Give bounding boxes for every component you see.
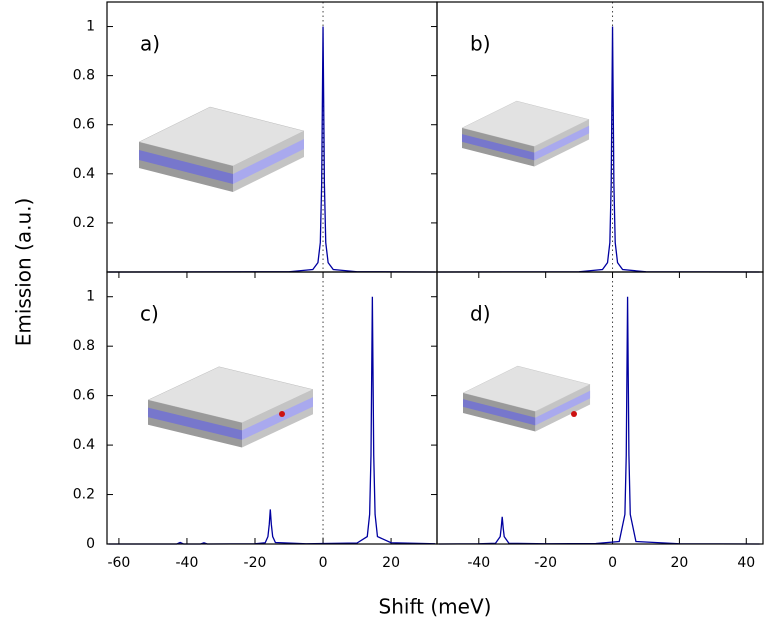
quantum-dot [279, 411, 285, 417]
sample-illustration [138, 106, 305, 193]
panel-frame [436, 271, 764, 545]
emission-line [108, 26, 436, 273]
x-tick-label: 0 [319, 555, 328, 571]
y-tick-label: 0.4 [73, 166, 95, 182]
y-tick-label: 0.2 [73, 215, 95, 231]
quantum-dot [571, 411, 577, 417]
x-tick-label: -20 [534, 555, 557, 571]
emission-line [438, 296, 760, 545]
y-axis-title: Emission (a.u.) [12, 198, 36, 347]
y-tick-label: 0 [86, 536, 95, 552]
panel-label: b) [470, 32, 491, 56]
emission-line [438, 26, 760, 273]
x-tick-label: 0 [608, 555, 617, 571]
y-tick-label: 1 [86, 289, 95, 305]
y-tick-label: 0.8 [73, 338, 95, 354]
panel-label: d) [470, 302, 491, 326]
sample-illustration [461, 100, 590, 167]
x-tick-label: -60 [107, 555, 130, 571]
x-tick-label: 20 [382, 555, 400, 571]
y-tick-label: 0.6 [73, 117, 95, 133]
x-tick-label: -40 [176, 555, 199, 571]
y-tick-label: 0.6 [73, 388, 95, 404]
x-tick-label: -20 [244, 555, 267, 571]
x-axis-title: Shift (meV) [379, 595, 492, 619]
y-tick-label: 1 [86, 19, 95, 35]
panel-label: c) [140, 302, 159, 326]
y-tick-label: 0.8 [73, 68, 95, 84]
x-tick-label: 40 [737, 555, 755, 571]
panel-label: a) [140, 32, 160, 56]
sample-illustration [147, 366, 314, 448]
x-tick-label: 20 [670, 555, 688, 571]
y-tick-label: 0.4 [73, 437, 95, 453]
y-tick-label: 0.2 [73, 487, 95, 503]
sample-illustration [462, 365, 591, 432]
x-tick-label: -40 [467, 555, 490, 571]
